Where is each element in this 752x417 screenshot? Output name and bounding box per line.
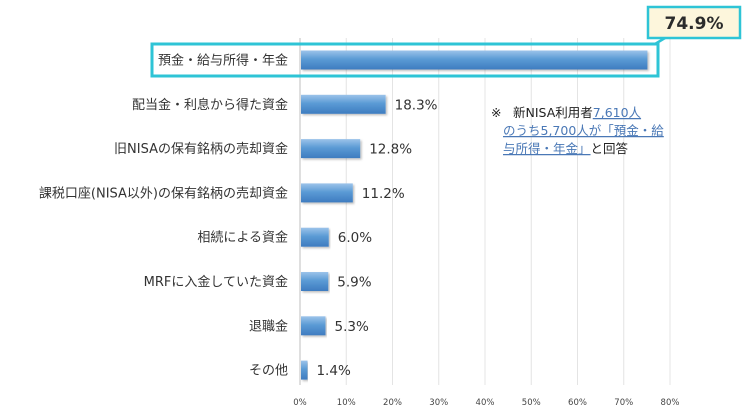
data-label: 11.2% <box>362 186 405 202</box>
x-tick-label: 40% <box>476 398 495 408</box>
x-tick-label: 30% <box>429 398 448 408</box>
callout-box <box>646 5 742 40</box>
bars <box>301 50 648 380</box>
category-label: 配当金・利息から得た資金 <box>132 97 288 113</box>
bar <box>301 94 386 114</box>
highlight-frame <box>150 42 660 78</box>
annotation-link-text: のうち5,700人が「預金・給 <box>503 123 664 138</box>
highlight-value-label: 74.9% <box>665 14 724 34</box>
bar <box>301 360 308 380</box>
category-label: その他 <box>249 364 288 379</box>
bar <box>301 227 329 247</box>
grid-lines <box>345 38 671 385</box>
category-labels: 預金・給与所得・年金配当金・利息から得た資金旧NISAの保有銘柄の売却資金課税口… <box>39 53 288 379</box>
data-label: 5.3% <box>335 319 369 335</box>
x-axis-ticks: 0% 10% 20% 30% 40% 50% 60% 70% 80% <box>293 398 679 408</box>
category-label: MRFに入金していた資金 <box>144 274 288 290</box>
highlight-callout: 74.9% <box>150 5 742 78</box>
x-tick-label: 50% <box>522 398 541 408</box>
category-label: 退職金 <box>249 318 288 334</box>
category-label: 預金・給与所得・年金 <box>158 53 288 69</box>
category-label: 旧NISAの保有銘柄の売却資金 <box>114 141 288 157</box>
annotation-text: と回答 <box>591 141 629 156</box>
bar <box>301 316 326 336</box>
annotation-link-text: 与所得・年金」 <box>503 141 591 156</box>
category-label: 相続による資金 <box>197 230 288 246</box>
data-label: 6.0% <box>338 230 372 246</box>
annotation-line: のうち5,700人が「預金・給 <box>503 123 664 138</box>
bar <box>301 183 353 203</box>
annotation-text: 新NISA利用者 <box>513 105 593 120</box>
x-tick-label: 10% <box>337 398 356 408</box>
data-label: 1.4% <box>316 363 350 379</box>
x-tick-label: 20% <box>383 398 402 408</box>
bar <box>301 272 329 291</box>
bar <box>301 139 361 159</box>
category-label: 課税口座(NISA以外)の保有銘柄の売却資金 <box>39 185 288 201</box>
data-label: 12.8% <box>369 142 412 158</box>
annotation-link-text: 7,610人 <box>593 105 642 120</box>
x-tick-label: 60% <box>568 398 587 408</box>
data-label: 5.9% <box>337 275 371 291</box>
data-label: 18.3% <box>395 97 438 113</box>
bar <box>301 50 648 70</box>
x-tick-label: 80% <box>661 398 680 408</box>
annotation-line: 与所得・年金」と回答 <box>503 141 629 156</box>
annotation-mark: ※ <box>491 105 501 120</box>
annotation-line: 新NISA利用者7,610人 <box>513 105 642 120</box>
x-tick-label: 0% <box>293 398 307 408</box>
value-labels: 18.3% 12.8% 11.2% 6.0% 5.9% 5.3% 1.4% <box>316 97 437 379</box>
x-tick-label: 70% <box>614 398 633 408</box>
